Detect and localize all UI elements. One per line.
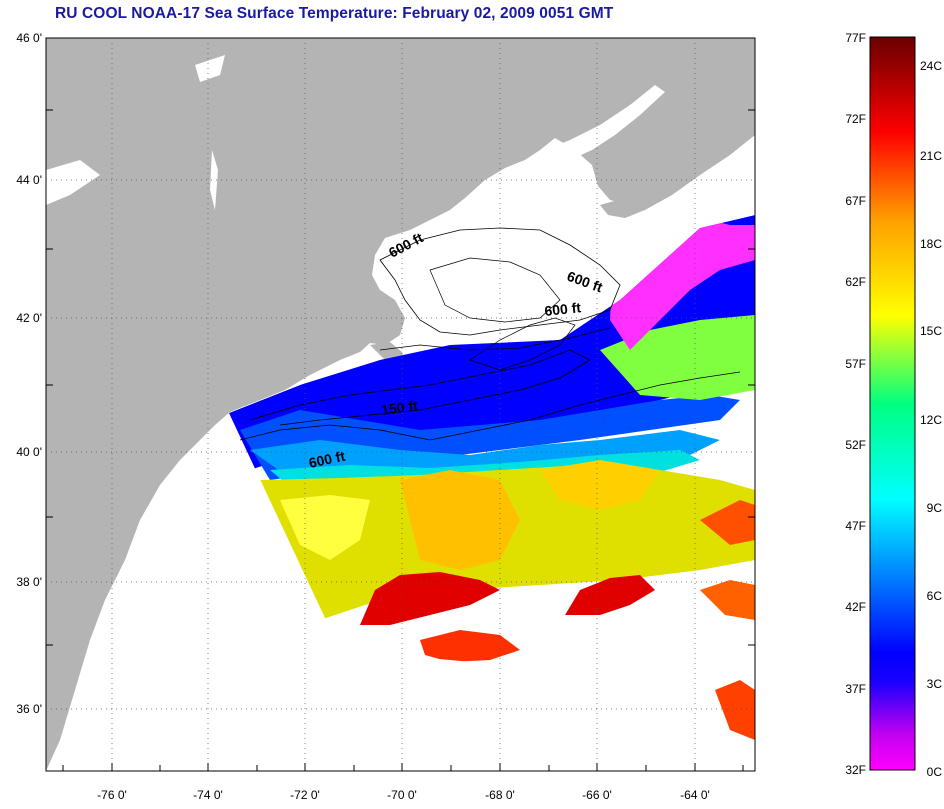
longitude-label: -72 0' <box>290 788 320 802</box>
latitude-label: 38 0' <box>16 575 42 589</box>
colorbar-f-label: 72F <box>845 112 866 126</box>
longitude-label: -70 0' <box>387 788 417 802</box>
colorbar-f-label: 52F <box>845 438 866 452</box>
chesapeake-bay <box>132 520 162 680</box>
contour-georges-bank <box>469 317 576 371</box>
colorbar-c-label: 15C <box>920 324 942 338</box>
colorbar-c-label: 21C <box>920 149 942 163</box>
colorbar-c-label: 0C <box>927 765 943 779</box>
latitude-label: 46 0' <box>16 31 42 45</box>
contour-label: 150 ft <box>380 397 419 418</box>
colorbar-c-label: 9C <box>927 501 943 515</box>
map-border <box>45 37 756 772</box>
longitude-labels: -76 0' -74 0' -72 0' -70 0' -68 0' -66 0' -64 … <box>97 788 710 802</box>
colorbar-c-label: 18C <box>920 237 942 251</box>
colorbar-c-label: 24C <box>920 59 942 73</box>
colorbar-fahrenheit-labels: 77F 72F 67F 62F 57F 52F 47F 42F 37F 32F <box>845 31 866 777</box>
latitude-label: 36 0' <box>16 702 42 716</box>
longitude-label: -74 0' <box>193 788 223 802</box>
map-title: RU COOL NOAA-17 Sea Surface Temperature:… <box>55 5 614 22</box>
colorbar-celsius-labels: 24C 21C 18C 15C 12C 9C 6C 3C 0C <box>920 59 942 779</box>
latitude-labels: 46 0' 44 0' 42 0' 40 0' 38 0' 36 0' <box>16 31 42 716</box>
colorbar-f-label: 47F <box>845 519 866 533</box>
colorbar-f-label: 32F <box>845 763 866 777</box>
longitude-label: -68 0' <box>485 788 515 802</box>
contour-gulf-of-maine <box>379 227 621 336</box>
colorbar-c-label: 6C <box>927 589 943 603</box>
colorbar-f-label: 67F <box>845 194 866 208</box>
contour-label: 600 ft <box>544 299 582 319</box>
colorbar-f-label: 62F <box>845 275 866 289</box>
latitude-label: 42 0' <box>16 311 42 325</box>
inland-lake <box>195 55 225 82</box>
contour-slope <box>379 327 611 351</box>
land-nova-scotia <box>600 120 755 218</box>
contour-150ft <box>249 349 591 426</box>
latitude-label: 44 0' <box>16 173 42 187</box>
lake-champlain <box>210 150 218 210</box>
colorbar-f-label: 37F <box>845 682 866 696</box>
great-lakes-edge <box>46 160 100 205</box>
colorbar-c-label: 3C <box>927 677 943 691</box>
bay-of-fundy <box>545 85 665 160</box>
latitude-label: 40 0' <box>16 445 42 459</box>
contour-basin <box>429 257 561 323</box>
land-us-coast <box>46 38 755 771</box>
colorbar-f-label: 77F <box>845 31 866 45</box>
longitude-label: -76 0' <box>97 788 127 802</box>
colorbar-f-label: 42F <box>845 600 866 614</box>
longitude-label: -66 0' <box>582 788 612 802</box>
contour-label: 600 ft <box>307 448 346 471</box>
longitude-label: -64 0' <box>680 788 710 802</box>
colorbar-f-label: 57F <box>845 357 866 371</box>
temperature-colorbar <box>869 36 916 771</box>
colorbar-c-label: 12C <box>920 413 942 427</box>
delaware-bay <box>190 460 210 500</box>
contour-600ft <box>239 371 741 441</box>
graticule <box>46 38 755 771</box>
